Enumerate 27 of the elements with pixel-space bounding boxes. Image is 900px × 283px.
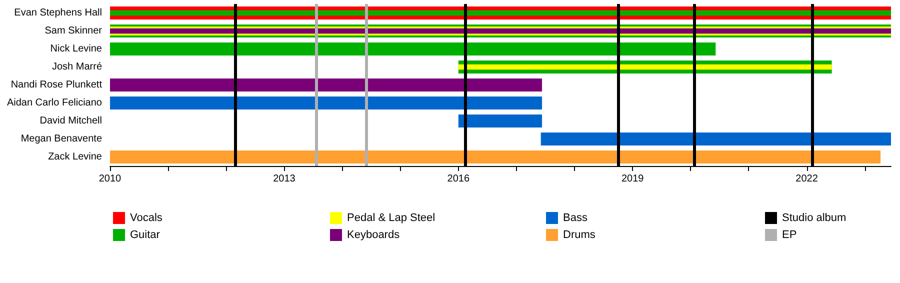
legend-label: Bass (563, 212, 588, 224)
legend-label: Pedal & Lap Steel (347, 212, 436, 224)
y-tick-label: Nandi Rose Plunkett (10, 80, 102, 90)
legend-label: Keyboards (347, 229, 400, 241)
bar (110, 42, 716, 56)
y-tick-label: Nick Levine (50, 44, 102, 54)
legend-label: Vocals (130, 212, 163, 224)
y-tick-label: David Mitchell (40, 116, 102, 126)
legend-label: Drums (563, 229, 596, 241)
y-tick-label: Evan Stephens Hall (14, 8, 102, 18)
legend-label: Guitar (130, 229, 160, 241)
y-tick-label: Megan Benavente (20, 134, 102, 144)
bar (110, 96, 542, 110)
x-tick-label: 2016 (447, 174, 470, 184)
x-tick-label: 2022 (796, 174, 818, 184)
y-tick-label: Zack Levine (48, 152, 102, 162)
legend-label: Studio album (782, 212, 846, 224)
y-tick-label: Aidan Carlo Feliciano (6, 98, 102, 108)
bar (458, 114, 542, 128)
y-tick-label: Josh Marré (52, 62, 102, 72)
x-tick-label: 2019 (621, 174, 644, 184)
bar (540, 132, 891, 146)
x-tick-label: 2010 (98, 174, 122, 184)
bar (110, 150, 881, 164)
y-tick-label: Sam Skinner (44, 26, 103, 36)
x-tick-label: 2013 (273, 174, 296, 184)
legend-label: EP (782, 229, 797, 241)
